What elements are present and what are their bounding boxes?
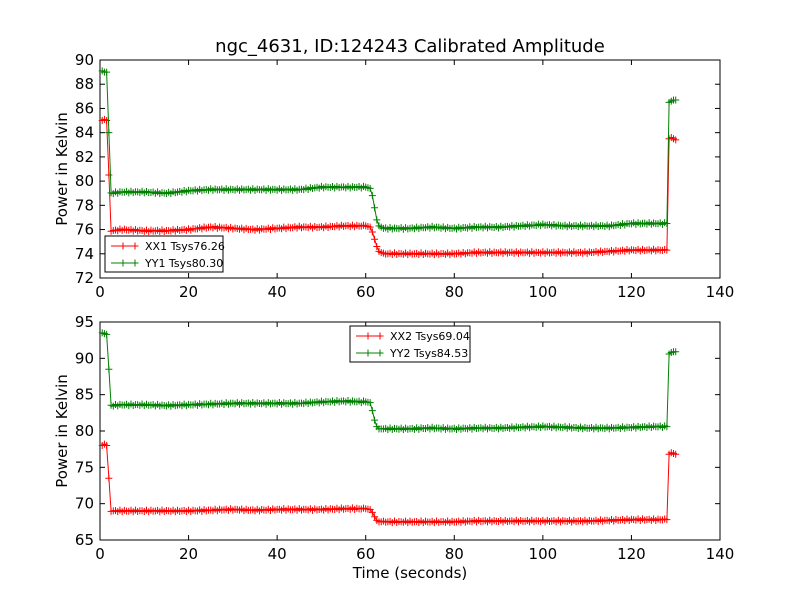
top-legend-marker-end-2 [131,259,139,267]
top-y-tick-label: 80 [75,172,94,190]
top-y-tick-label: 78 [75,196,94,214]
bottom-x-tick-label: 40 [268,545,287,563]
bottom-data-point [368,407,376,415]
bottom-data-point [672,348,680,356]
top-data-point [366,184,374,192]
bottom-data-point [105,365,113,373]
top-x-tick-label: 140 [706,283,735,301]
bottom-series-markers-1 [98,440,680,527]
bottom-legend-marker-2 [364,349,372,357]
top-data-point [663,220,671,227]
bottom-legend-marker-1 [364,332,372,340]
top-data-point [373,216,381,224]
bottom-x-tick-label: 140 [706,545,735,563]
top-y-tick-label: 74 [75,245,94,263]
bottom-data-point [105,474,113,482]
bottom-legend-box [349,325,471,363]
bottom-legend-marker-end-2 [376,349,384,357]
bottom-y-axis-label: Power in Kelvin [53,374,71,488]
top-data-point [103,117,111,125]
top-data-point [373,243,381,251]
bottom-plot-area: 0 20 40 60 80 100 120 140 65 70 75 80 85 90 95 XX2 Tsys… [75,313,734,563]
bottom-legend-marker-end-1 [376,332,384,340]
top-legend-box [104,235,224,273]
top-y-tick-label: 76 [75,221,94,239]
bottom-x-tick-label: 0 [95,545,105,563]
bottom-legend-label-1: XX2 Tsys69.04 [390,330,470,343]
bottom-data-point [663,423,671,431]
bottom-y-tick-label: 80 [75,422,94,440]
top-x-tick-label: 40 [268,283,287,301]
bottom-data-point [371,513,379,521]
bottom-y-tick-label: 70 [75,495,94,513]
bottom-data-point [663,516,671,524]
bottom-y-tick-label: 90 [75,349,94,367]
top-y-tick-label: 82 [75,148,94,166]
top-data-point [103,68,111,76]
top-axes-frame [99,59,721,279]
top-data-point [105,171,113,179]
bottom-data-point [103,442,111,450]
top-x-tick-label: 100 [529,283,558,301]
top-plot-area: 0 20 40 60 80 100 120 140 72 74 76 78 80 82 84 86 88 90 XX… [75,51,734,301]
top-legend-marker-1 [119,242,127,250]
top-y-tick-label: 90 [75,51,94,69]
top-y-tick-label: 72 [75,269,94,287]
top-x-tick-label: 20 [179,283,198,301]
bottom-y-tick-label: 85 [75,386,94,404]
bottom-series-markers-2 [98,329,680,434]
bottom-data-point [366,399,374,407]
bottom-y-tick-label: 95 [75,313,94,331]
bottom-data-point [672,450,680,458]
bottom-data-point [371,416,379,424]
bottom-legend: XX2 Tsys69.04 YY2 Tsys84.53 [349,325,471,363]
top-data-point [368,228,376,236]
bottom-y-tick-label: 65 [75,531,94,549]
top-legend-marker-2 [119,259,127,267]
top-y-axis-label: Power in Kelvin [53,112,71,226]
top-data-point [663,246,671,254]
top-data-point [371,235,379,243]
top-y-tick-label: 86 [75,99,94,117]
top-legend-marker-end-1 [131,242,139,250]
top-data-point [672,96,680,104]
bottom-y-tick-label: 75 [75,458,94,476]
bottom-x-tick-label: 60 [356,545,375,563]
top-y-tick-label: 88 [75,75,94,93]
top-x-tick-label: 60 [356,283,375,301]
top-series-markers-2 [98,67,680,233]
bottom-x-tick-label: 120 [617,545,646,563]
top-x-tick-label: 0 [95,283,105,301]
bottom-data-point [368,508,376,516]
chart-title: ngc_4631, ID:124243 Calibrated Amplitude [215,36,605,57]
top-x-tick-label: 120 [617,283,646,301]
x-axis-label: Time (seconds) [352,564,468,582]
bottom-x-tick-label: 100 [529,545,558,563]
top-legend-label-2: YY1 Tsys80.30 [144,257,223,270]
top-y-tick-label: 84 [75,124,94,142]
top-data-point [366,223,374,231]
bottom-x-tick-label: 20 [179,545,198,563]
top-data-point [105,129,113,137]
top-legend-label-1: XX1 Tsys76.26 [145,240,225,253]
top-x-tick-label: 80 [445,283,464,301]
bottom-data-point [103,330,111,338]
top-legend: XX1 Tsys76.26 YY1 Tsys80.30 [104,235,225,273]
bottom-legend-label-2: YY2 Tsys84.53 [389,347,468,360]
top-data-point [368,192,376,200]
top-series-markers-1 [98,115,680,259]
bottom-x-tick-label: 80 [445,545,464,563]
top-data-point [672,136,680,144]
top-data-point [371,204,379,212]
